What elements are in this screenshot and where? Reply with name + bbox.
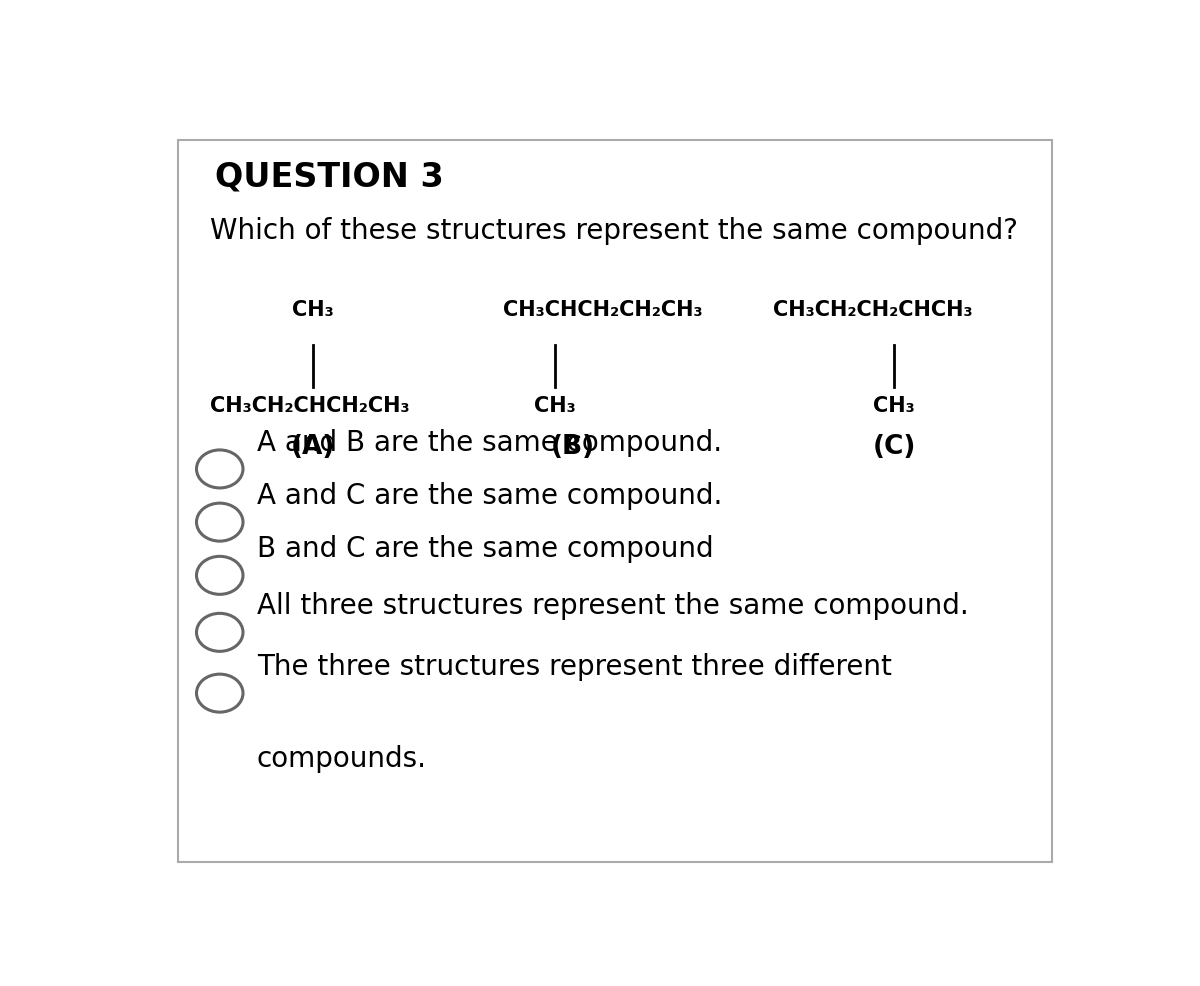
Text: CH₃CH₂CH₂CHCH₃: CH₃CH₂CH₂CHCH₃	[773, 300, 973, 319]
Text: CH₃: CH₃	[874, 395, 914, 415]
Text: QUESTION 3: QUESTION 3	[215, 160, 444, 193]
Text: (B): (B)	[551, 434, 595, 459]
Text: (C): (C)	[872, 434, 916, 459]
Text: A and C are the same compound.: A and C are the same compound.	[257, 481, 722, 510]
Text: CH₃: CH₃	[534, 395, 576, 415]
Text: All three structures represent the same compound.: All three structures represent the same …	[257, 592, 968, 619]
Text: CH₃: CH₃	[292, 300, 334, 319]
Text: compounds.: compounds.	[257, 744, 427, 773]
Text: CH₃CHCH₂CH₂CH₃: CH₃CHCH₂CH₂CH₃	[504, 300, 703, 319]
Text: The three structures represent three different: The three structures represent three dif…	[257, 652, 892, 680]
Text: CH₃CH₂CHCH₂CH₃: CH₃CH₂CHCH₂CH₃	[210, 395, 410, 415]
Text: (A): (A)	[290, 434, 335, 459]
Text: A and B are the same compound.: A and B are the same compound.	[257, 428, 722, 457]
Text: Which of these structures represent the same compound?: Which of these structures represent the …	[210, 217, 1019, 245]
FancyBboxPatch shape	[178, 141, 1052, 863]
Text: B and C are the same compound: B and C are the same compound	[257, 534, 714, 562]
